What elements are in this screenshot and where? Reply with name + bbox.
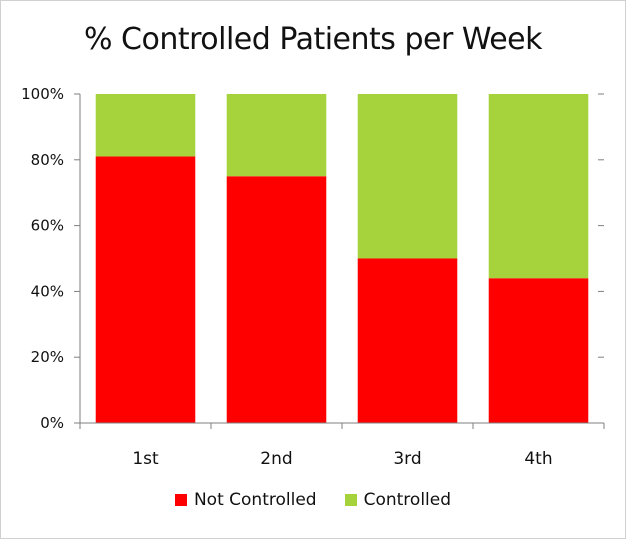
x-tick-label-2nd: 2nd bbox=[260, 449, 292, 469]
axes-group bbox=[74, 93, 605, 429]
bars-group bbox=[95, 94, 589, 423]
legend-label-controlled: Controlled bbox=[363, 490, 452, 510]
labels-group: 1st 2nd 3rd 4th 0% 20% 40% 60% 80% 100% bbox=[21, 85, 553, 469]
legend-item-controlled: Controlled bbox=[344, 490, 452, 510]
y-tick-label: 80% bbox=[31, 151, 64, 169]
bar-not-controlled-3rd bbox=[357, 258, 458, 423]
x-tick-label-4th: 4th bbox=[524, 449, 552, 469]
bar-controlled-1st bbox=[95, 94, 196, 157]
y-tick-label: 40% bbox=[31, 282, 64, 300]
legend-swatch-controlled bbox=[344, 494, 357, 506]
y-tick-label: 20% bbox=[31, 348, 64, 366]
chart-title: % Controlled Patients per Week bbox=[83, 22, 543, 57]
y-tick-label: 60% bbox=[31, 217, 64, 235]
x-tick-label-1st: 1st bbox=[132, 449, 159, 469]
bar-not-controlled-2nd bbox=[226, 176, 327, 423]
legend-item-not-controlled: Not Controlled bbox=[174, 490, 317, 510]
x-tick-label-3rd: 3rd bbox=[393, 449, 421, 469]
legend-swatch-not-controlled bbox=[174, 494, 187, 506]
bar-controlled-2nd bbox=[226, 94, 327, 177]
legend: Not Controlled Controlled bbox=[0, 490, 626, 510]
y-tick-label: 0% bbox=[40, 414, 64, 432]
bar-controlled-3rd bbox=[357, 94, 458, 259]
y-tick-label: 100% bbox=[21, 85, 64, 103]
bar-not-controlled-4th bbox=[488, 278, 589, 423]
bar-controlled-4th bbox=[488, 94, 589, 279]
bar-not-controlled-1st bbox=[95, 156, 196, 423]
legend-label-not-controlled: Not Controlled bbox=[193, 490, 317, 510]
